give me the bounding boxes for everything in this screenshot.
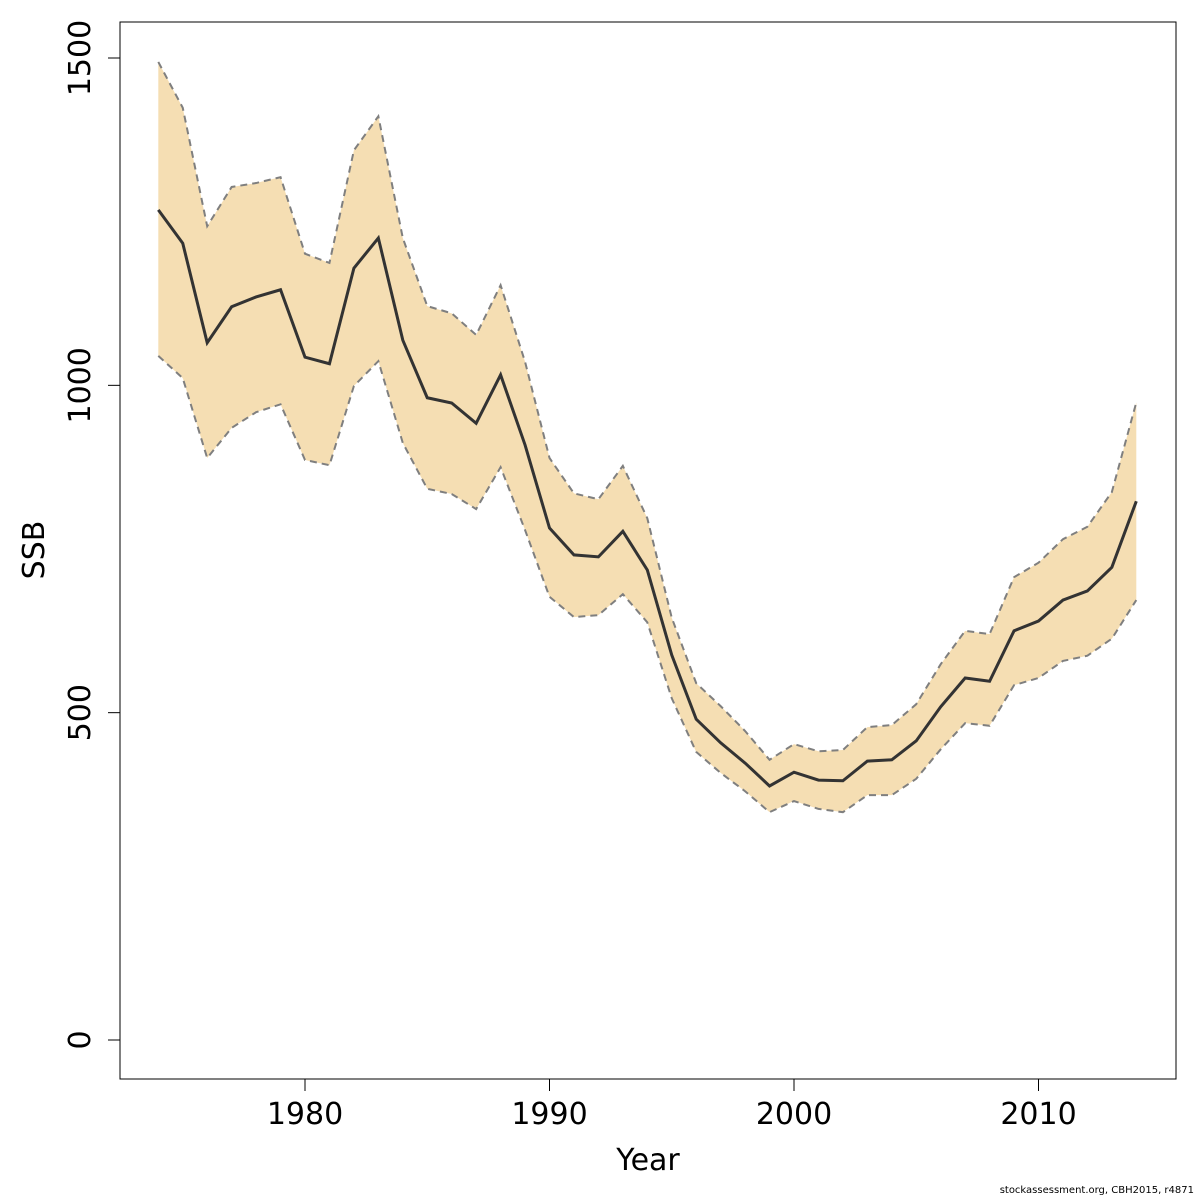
y-tick-label: 1500 [63, 20, 98, 96]
y-tick-label: 500 [63, 684, 98, 741]
lower-bound-line [157, 355, 1138, 814]
x-tick-label: 2000 [756, 1097, 832, 1132]
y-tick-label: 1000 [63, 347, 98, 423]
upper-bound-line [157, 61, 1138, 762]
confidence-band [158, 61, 1137, 813]
x-tick-label: 1990 [511, 1097, 587, 1132]
x-tick-label: 1980 [267, 1097, 343, 1132]
x-axis-label: Year [615, 1143, 680, 1178]
y-axis-label: SSB [17, 521, 52, 580]
y-tick-label: 0 [63, 1030, 98, 1049]
plot-frame [119, 21, 1177, 1080]
x-tick-label: 2010 [1000, 1097, 1076, 1132]
ssb-estimate-line [157, 208, 1138, 788]
footer-credit: stockassessment.org, CBH2015, r4871 [999, 1185, 1194, 1196]
